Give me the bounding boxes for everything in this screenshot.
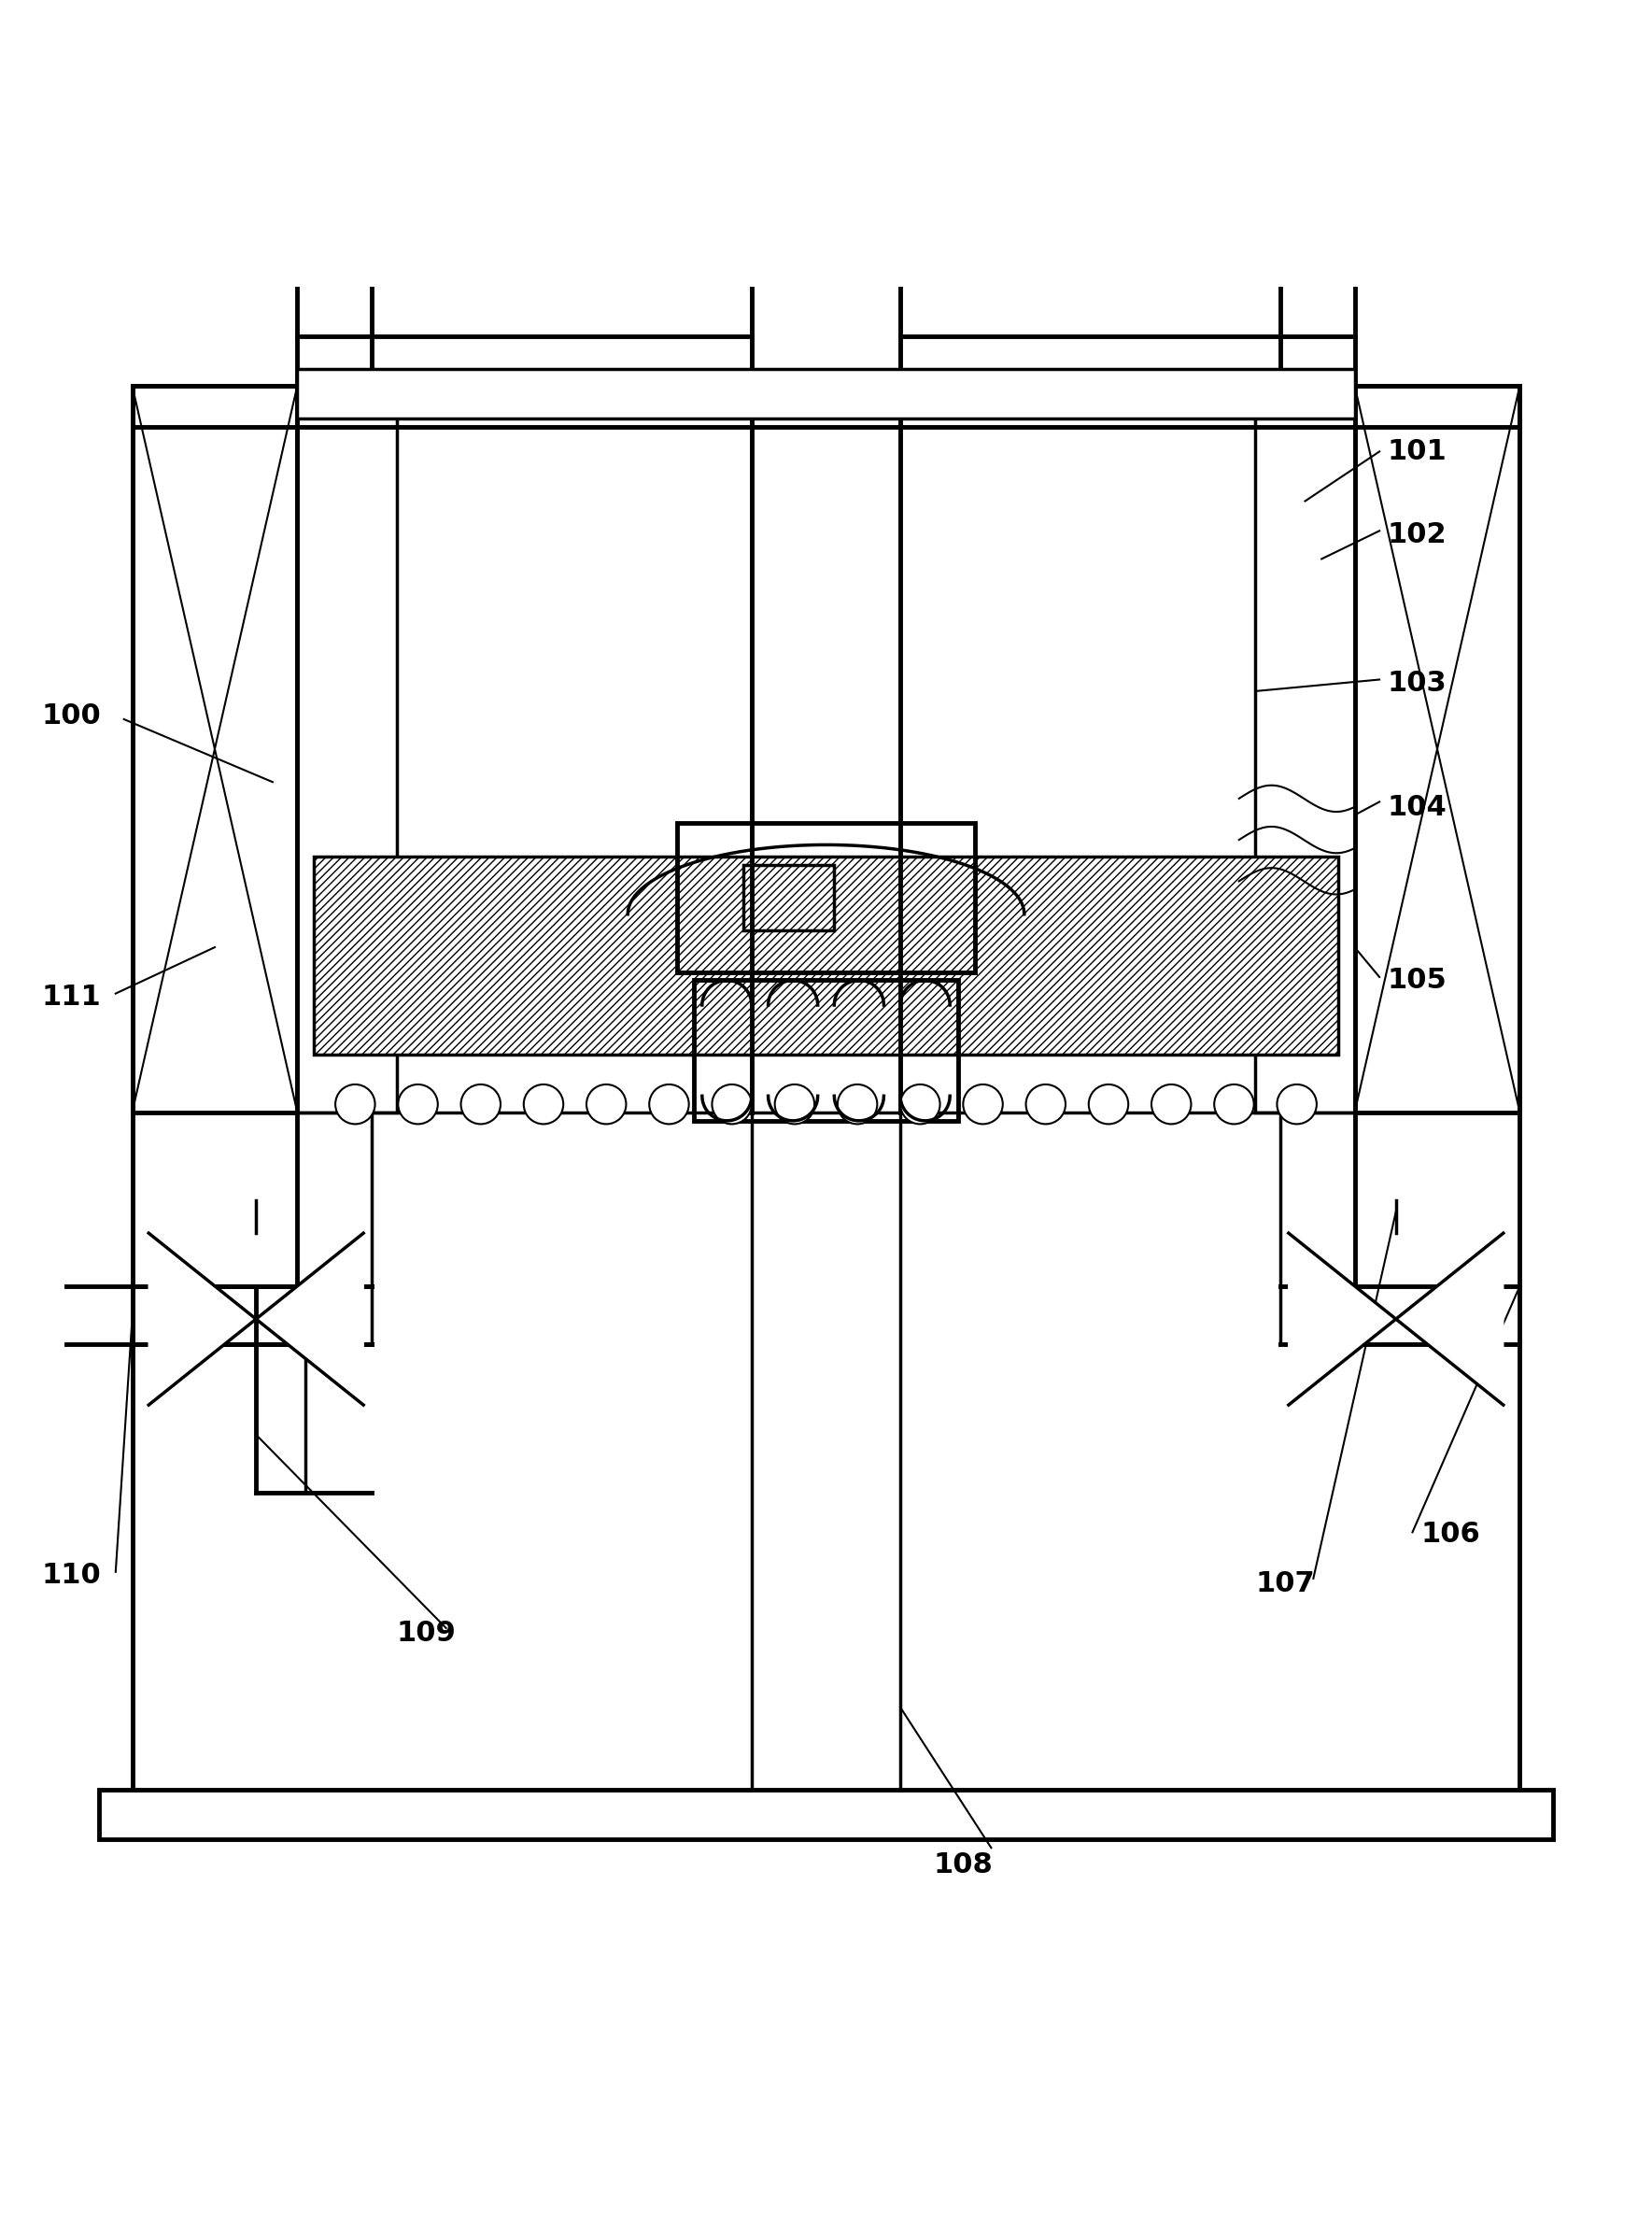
- Text: 106: 106: [1421, 1520, 1480, 1549]
- Text: 108: 108: [933, 1851, 993, 1878]
- Circle shape: [963, 1084, 1003, 1124]
- Polygon shape: [256, 1233, 363, 1404]
- Circle shape: [775, 1084, 814, 1124]
- Bar: [743, 866, 834, 930]
- Bar: [297, 385, 396, 1112]
- Circle shape: [1026, 1084, 1066, 1124]
- Text: 104: 104: [1388, 794, 1447, 821]
- Bar: [99, 1789, 1553, 1840]
- Text: 102: 102: [1388, 521, 1447, 547]
- Bar: [1355, 385, 1520, 1112]
- Circle shape: [1089, 1084, 1128, 1124]
- Text: 105: 105: [1388, 968, 1447, 995]
- Circle shape: [649, 1084, 689, 1124]
- Polygon shape: [1396, 1233, 1503, 1404]
- Text: 103: 103: [1388, 670, 1447, 696]
- Bar: [132, 385, 1520, 1807]
- Circle shape: [838, 1084, 877, 1124]
- Text: 109: 109: [396, 1620, 456, 1646]
- Bar: [297, 385, 1355, 1112]
- Bar: [677, 823, 975, 972]
- Circle shape: [524, 1084, 563, 1124]
- Bar: [132, 385, 297, 1112]
- Polygon shape: [149, 1233, 256, 1404]
- Text: 107: 107: [1256, 1571, 1315, 1598]
- Bar: [314, 857, 1338, 1055]
- Circle shape: [586, 1084, 626, 1124]
- Bar: [694, 981, 958, 1121]
- Circle shape: [1277, 1084, 1317, 1124]
- Circle shape: [712, 1084, 752, 1124]
- Circle shape: [1151, 1084, 1191, 1124]
- Text: 101: 101: [1388, 438, 1447, 465]
- Text: 110: 110: [41, 1562, 101, 1589]
- Text: 111: 111: [41, 983, 101, 1010]
- Circle shape: [461, 1084, 501, 1124]
- Circle shape: [1214, 1084, 1254, 1124]
- Polygon shape: [1289, 1233, 1396, 1404]
- Bar: [1256, 385, 1355, 1112]
- Circle shape: [900, 1084, 940, 1124]
- Circle shape: [398, 1084, 438, 1124]
- Text: 100: 100: [41, 703, 101, 730]
- Circle shape: [335, 1084, 375, 1124]
- Bar: [132, 385, 1520, 427]
- Bar: [297, 369, 1355, 418]
